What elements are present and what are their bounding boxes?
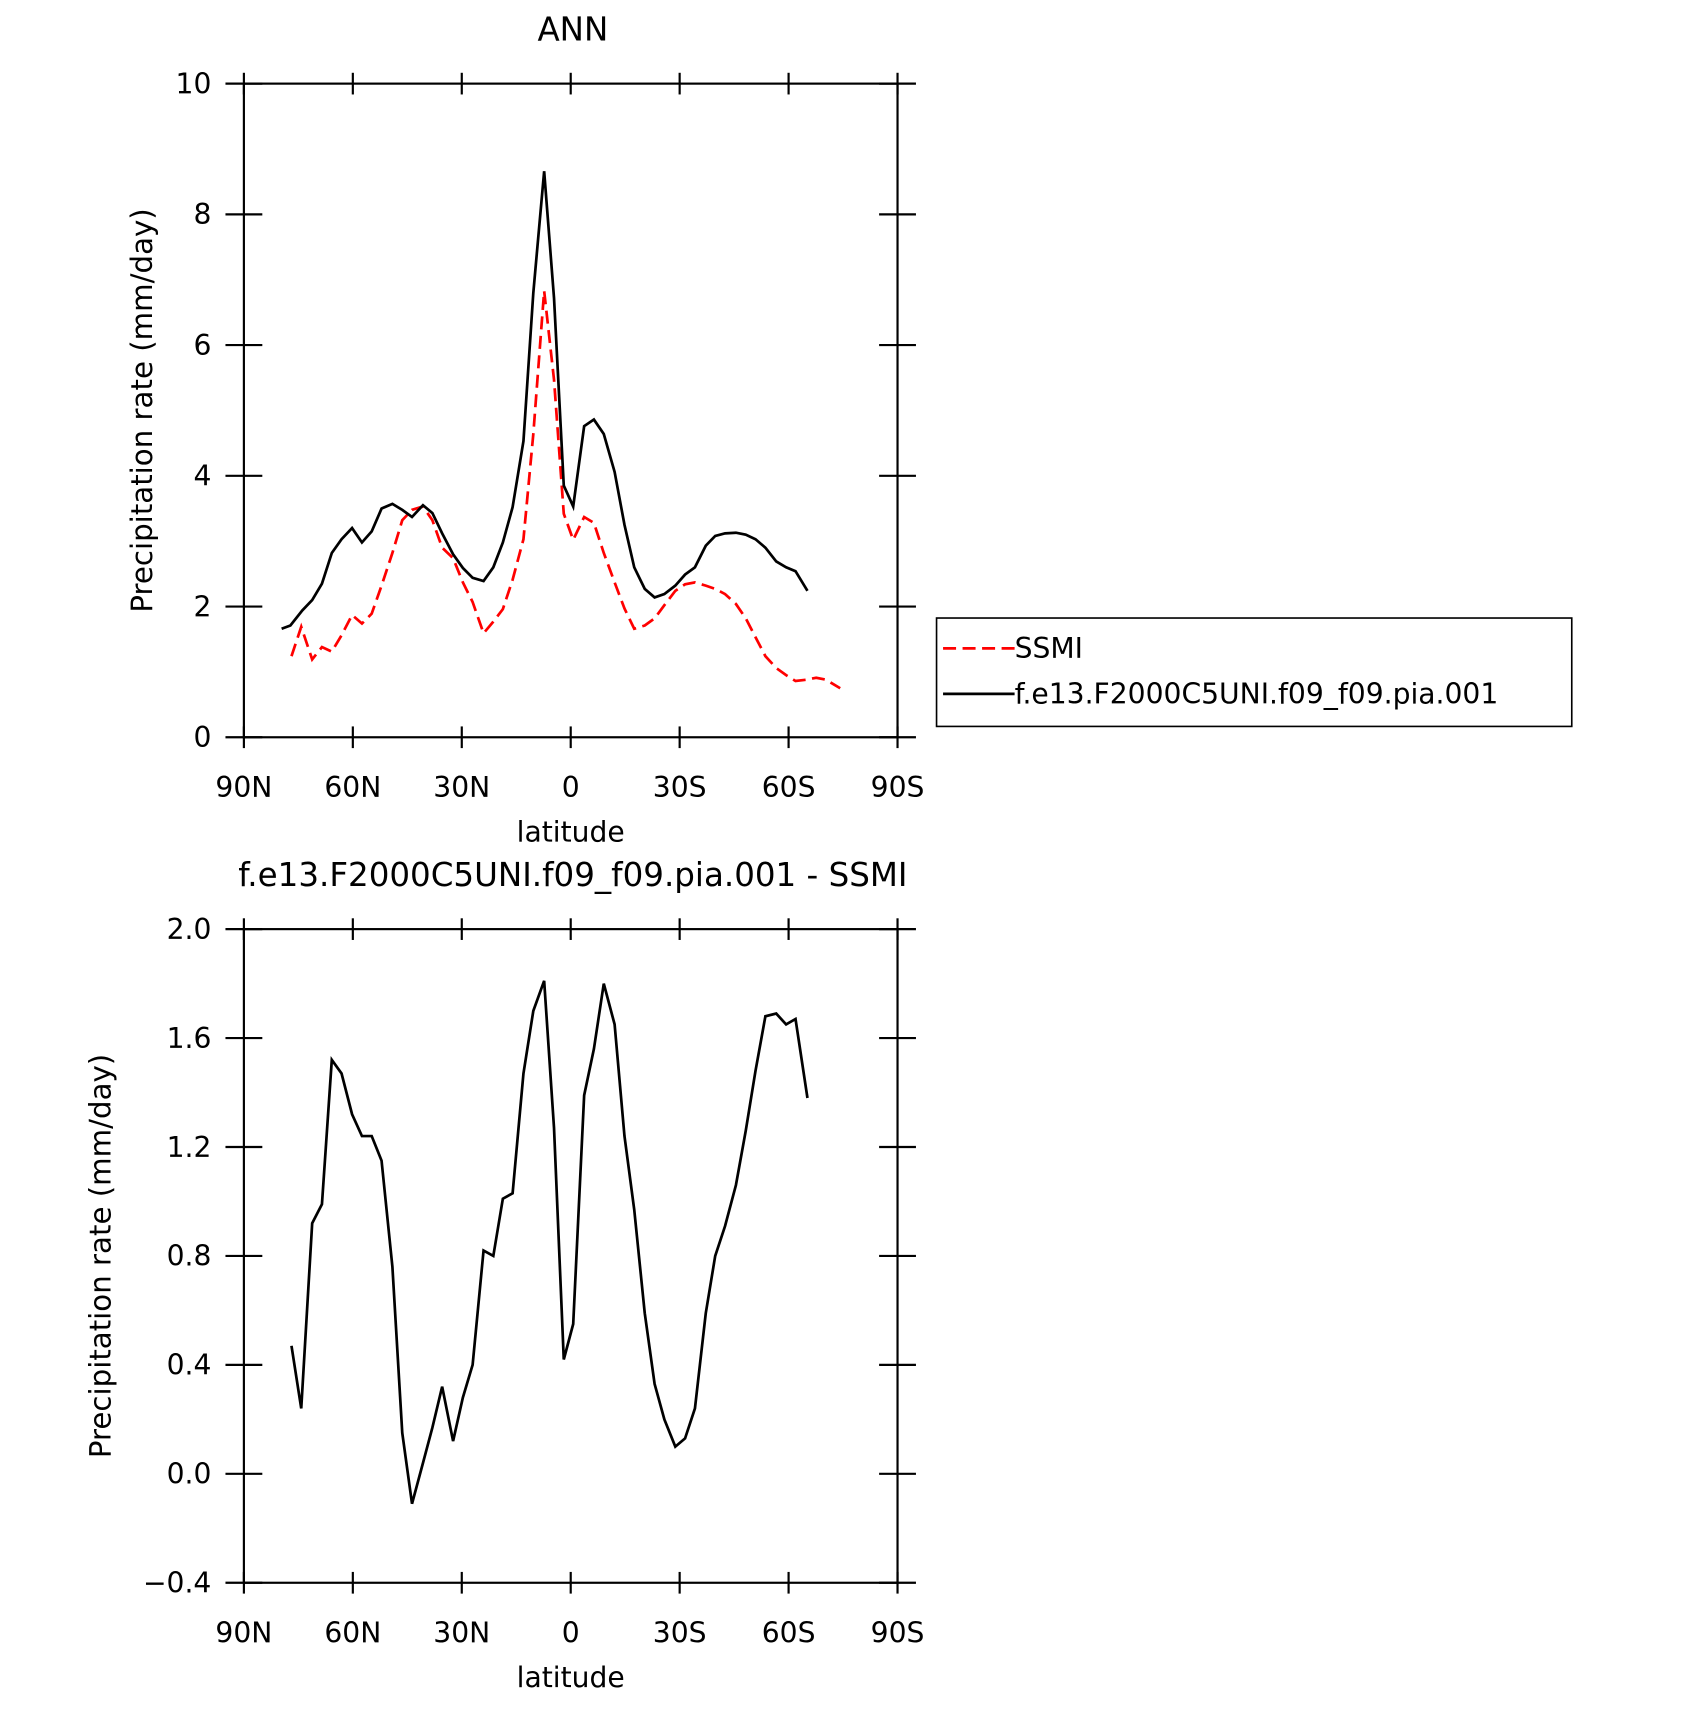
- y-tick-label: −0.4: [143, 1567, 211, 1600]
- chart-title: f.e13.F2000C5UNI.f09_f09.pia.001 - SSMI: [238, 856, 907, 894]
- data-line: [290, 980, 809, 1505]
- x-tick-label: 30N: [433, 771, 490, 804]
- x-tick-label: 0: [562, 771, 580, 804]
- x-tick-label: 60N: [324, 771, 381, 804]
- x-tick-label: 30S: [653, 1616, 707, 1649]
- y-tick-label: 1.6: [167, 1022, 212, 1055]
- y-tick-label: 8: [193, 198, 211, 231]
- x-tick-label: 90N: [215, 1616, 272, 1649]
- legend-box: [935, 617, 1573, 728]
- y-tick-label: 0.4: [167, 1349, 212, 1382]
- x-tick-label: 30N: [433, 1616, 490, 1649]
- x-axis-label: latitude: [517, 815, 625, 848]
- y-tick-label: 2: [193, 590, 211, 623]
- x-tick-label: 60N: [324, 1616, 381, 1649]
- x-tick-label: 30S: [653, 771, 707, 804]
- x-tick-label: 60S: [762, 1616, 816, 1649]
- x-tick-label: 90N: [215, 771, 272, 804]
- legend-label: SSMI: [1015, 632, 1083, 665]
- chart-title: ANN: [537, 10, 608, 48]
- y-tick-label: 2.0: [167, 913, 212, 946]
- x-tick-label: 0: [562, 1616, 580, 1649]
- legend-label: f.e13.F2000C5UNI.f09_f09.pia.001: [1015, 678, 1499, 711]
- y-tick-label: 6: [193, 329, 211, 362]
- y-tick-label: 4: [193, 460, 211, 493]
- x-tick-label: 90S: [871, 1616, 925, 1649]
- y-tick-label: 0.8: [167, 1240, 212, 1273]
- plot-frame: [242, 928, 899, 1584]
- x-tick-label: 60S: [762, 771, 816, 804]
- data-line: [281, 171, 809, 631]
- y-tick-label: 10: [176, 67, 212, 100]
- x-axis-label: latitude: [517, 1661, 625, 1694]
- y-tick-label: 1.2: [167, 1131, 212, 1164]
- y-axis-label: Precipitation rate (mm/day): [84, 1054, 118, 1458]
- y-tick-label: 0.0: [167, 1458, 212, 1491]
- y-tick-label: 0: [193, 721, 211, 754]
- data-line: [290, 290, 841, 690]
- y-axis-label: Precipitation rate (mm/day): [125, 208, 159, 612]
- plot-frame: [242, 82, 899, 739]
- x-tick-label: 90S: [871, 771, 925, 804]
